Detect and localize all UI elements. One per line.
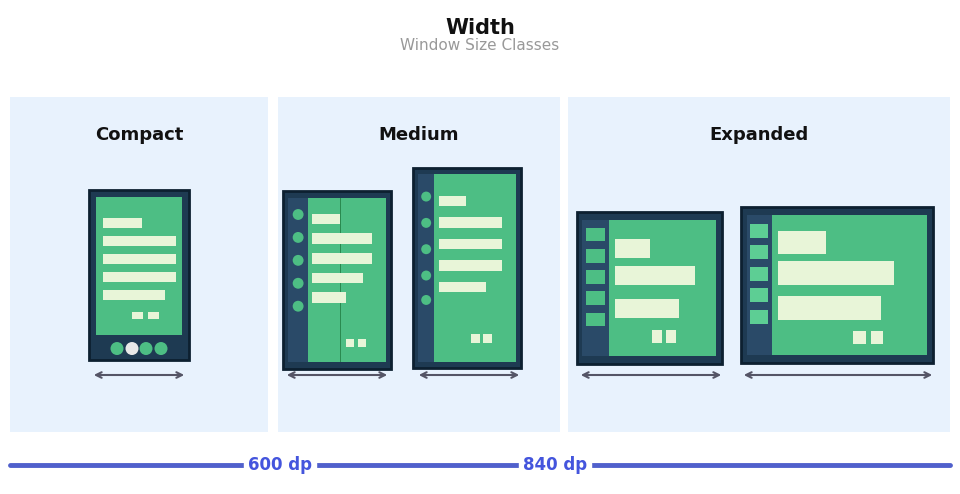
Bar xyxy=(312,292,346,303)
Bar xyxy=(341,198,342,362)
Circle shape xyxy=(110,342,124,355)
Bar xyxy=(751,224,769,238)
Bar xyxy=(439,196,467,206)
Bar xyxy=(439,260,502,271)
Bar xyxy=(103,218,141,228)
Bar xyxy=(439,282,486,292)
Bar xyxy=(652,330,661,343)
Bar xyxy=(308,198,386,362)
Bar xyxy=(283,191,391,369)
Bar xyxy=(413,168,521,368)
Bar xyxy=(10,97,268,432)
Bar xyxy=(568,97,950,432)
Bar xyxy=(278,97,560,432)
Text: Window Size Classes: Window Size Classes xyxy=(400,39,560,53)
Circle shape xyxy=(139,342,153,355)
Bar xyxy=(471,334,480,343)
Bar xyxy=(346,339,354,347)
Circle shape xyxy=(421,218,431,228)
Bar xyxy=(615,239,650,258)
Circle shape xyxy=(155,342,167,355)
Bar xyxy=(779,261,895,285)
Bar xyxy=(103,290,165,300)
Bar xyxy=(419,174,434,362)
Bar xyxy=(871,330,883,344)
Bar xyxy=(615,299,679,318)
Circle shape xyxy=(421,271,431,281)
Bar xyxy=(357,339,366,347)
Text: Width: Width xyxy=(445,18,515,38)
Circle shape xyxy=(293,232,303,243)
Bar xyxy=(312,273,363,283)
Bar xyxy=(779,296,880,320)
Bar xyxy=(751,267,769,281)
Circle shape xyxy=(293,209,303,220)
Bar xyxy=(583,220,609,356)
Circle shape xyxy=(293,278,303,288)
Circle shape xyxy=(126,342,138,355)
Text: Compact: Compact xyxy=(95,126,183,144)
Bar xyxy=(586,270,605,284)
Circle shape xyxy=(421,192,431,202)
Bar xyxy=(779,231,826,254)
Bar xyxy=(586,313,605,327)
Text: 840 dp: 840 dp xyxy=(523,456,588,474)
Bar xyxy=(439,239,502,249)
Bar xyxy=(103,236,176,247)
Bar xyxy=(609,220,716,356)
Bar xyxy=(439,217,502,228)
Bar xyxy=(586,291,605,305)
Bar xyxy=(103,272,176,282)
Bar xyxy=(434,174,516,362)
Circle shape xyxy=(421,244,431,254)
Bar xyxy=(586,228,605,242)
Bar xyxy=(103,254,176,264)
Bar xyxy=(747,215,772,355)
Text: Expanded: Expanded xyxy=(709,126,808,144)
Bar xyxy=(586,249,605,263)
Bar xyxy=(132,312,143,319)
Bar xyxy=(312,233,372,244)
Circle shape xyxy=(293,255,303,266)
Bar xyxy=(89,190,189,360)
Text: Medium: Medium xyxy=(379,126,459,144)
Bar xyxy=(96,197,182,334)
Bar xyxy=(751,288,769,302)
Circle shape xyxy=(421,295,431,305)
Bar xyxy=(312,253,372,264)
Bar xyxy=(577,212,722,364)
Bar xyxy=(751,245,769,259)
Bar xyxy=(312,214,341,224)
Bar xyxy=(148,312,158,319)
Circle shape xyxy=(293,301,303,312)
Bar xyxy=(666,330,676,343)
Bar xyxy=(615,266,695,285)
Bar xyxy=(484,334,492,343)
Bar xyxy=(751,310,769,324)
Bar xyxy=(772,215,927,355)
Bar xyxy=(741,207,933,363)
Text: 600 dp: 600 dp xyxy=(248,456,312,474)
Bar xyxy=(853,330,866,344)
Bar xyxy=(583,220,716,267)
Bar xyxy=(288,198,308,362)
